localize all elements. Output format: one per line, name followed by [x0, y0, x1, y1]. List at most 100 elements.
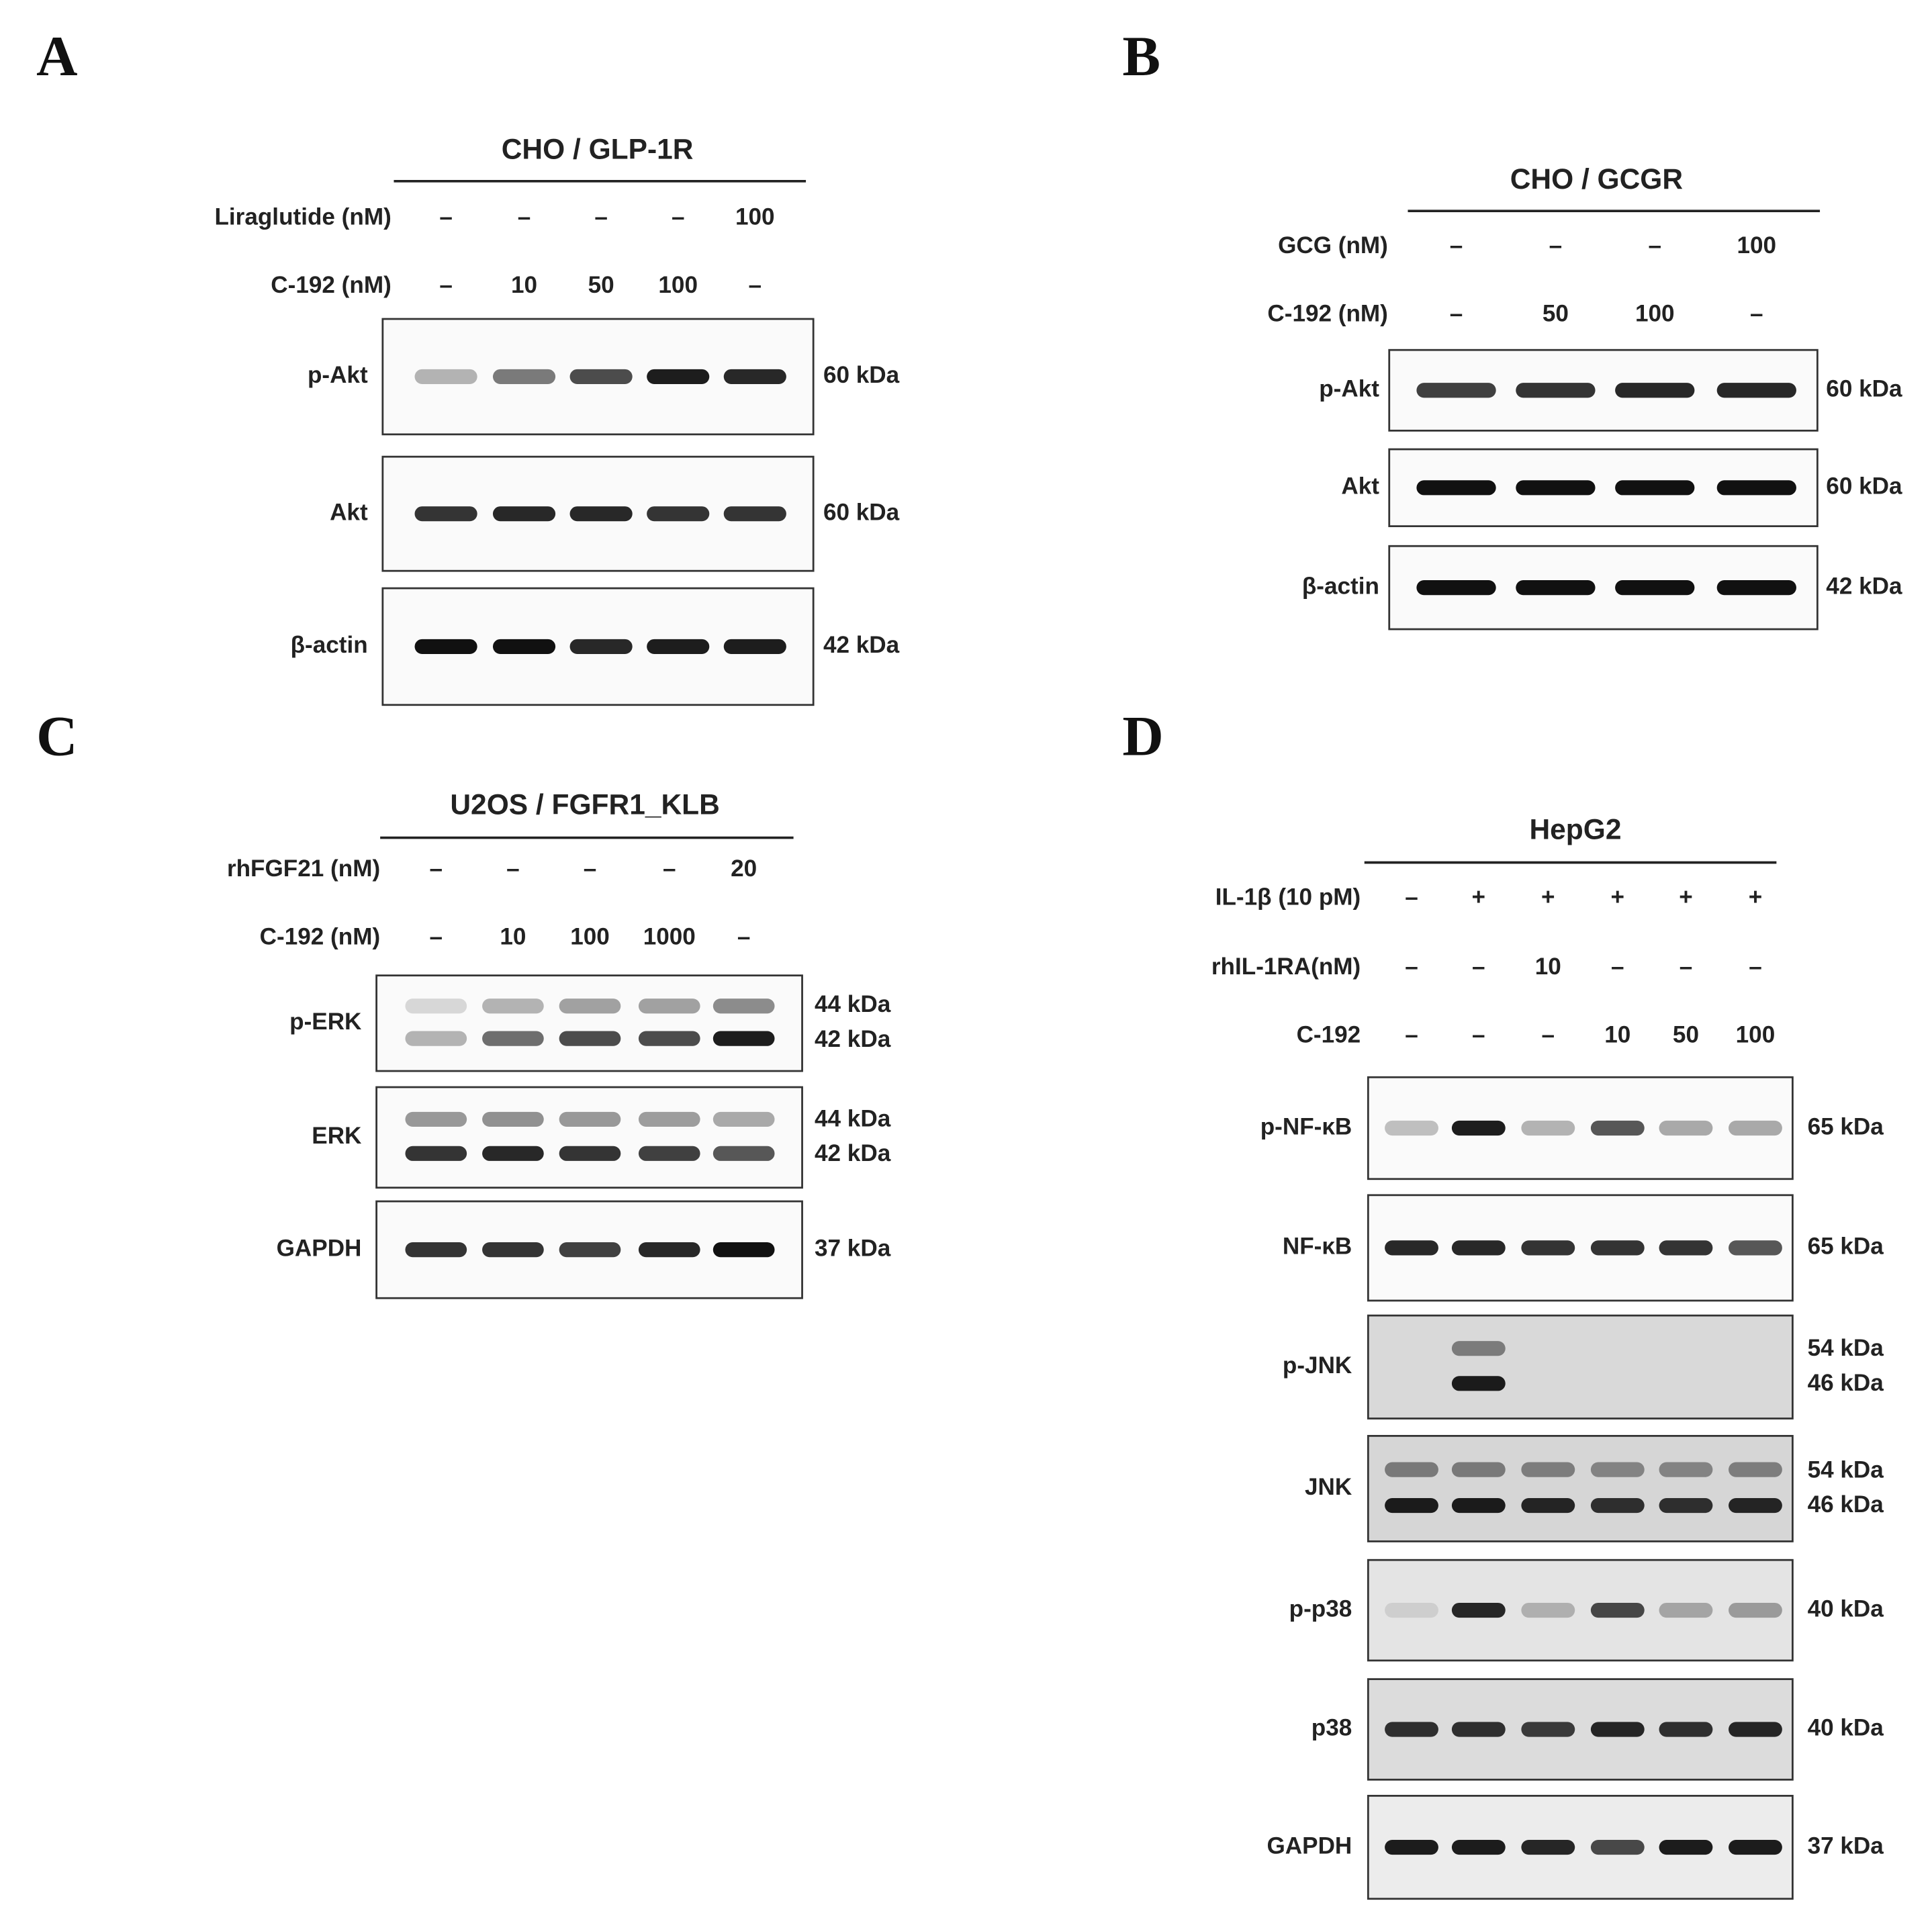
condition-value: –: [1749, 954, 1762, 980]
band: [1451, 1120, 1506, 1136]
size-label: 46 kDa: [1808, 1370, 1884, 1396]
condition-value: 100: [1737, 232, 1777, 259]
band: [1521, 1497, 1575, 1514]
band: [569, 639, 633, 655]
band: [1590, 1240, 1645, 1256]
condition-value: –: [1405, 1022, 1418, 1048]
condition-value: 20: [731, 855, 757, 882]
band: [1416, 480, 1496, 496]
size-label: 44 kDa: [815, 991, 891, 1017]
band: [1659, 1240, 1713, 1256]
condition-value: 100: [735, 204, 775, 230]
size-label: 65 kDa: [1808, 1113, 1884, 1140]
size-label: 42 kDa: [823, 632, 900, 658]
condition-value: –: [430, 924, 443, 950]
band: [1615, 480, 1695, 496]
band: [569, 369, 633, 385]
condition-value: –: [1549, 232, 1563, 259]
panel-title: CHO / GCGR: [1510, 164, 1683, 195]
band: [647, 506, 710, 522]
blot-label: β-actin: [291, 632, 368, 658]
band: [1521, 1839, 1575, 1855]
panel-title: HepG2: [1529, 815, 1621, 846]
condition-value: 50: [588, 272, 614, 298]
band: [1716, 383, 1796, 398]
condition-value: 100: [1736, 1022, 1776, 1048]
band: [1385, 1497, 1438, 1514]
condition-label: rhIL-1RA(nM): [1211, 954, 1361, 980]
band: [1385, 1602, 1438, 1618]
band: [712, 1242, 775, 1258]
panel-letter: A: [36, 25, 77, 88]
band: [1729, 1722, 1782, 1737]
band: [647, 639, 710, 655]
band: [405, 1031, 467, 1046]
condition-value: –: [663, 855, 676, 882]
blot-frame: [375, 974, 803, 1072]
band: [414, 639, 477, 655]
band: [559, 1146, 621, 1161]
condition-value: –: [1405, 954, 1418, 980]
condition-value: –: [672, 204, 685, 230]
condition-value: 10: [1535, 954, 1561, 980]
blot-label: ERK: [312, 1123, 362, 1149]
band: [1385, 1240, 1438, 1256]
band: [712, 998, 775, 1014]
band: [1729, 1497, 1782, 1514]
band: [492, 369, 556, 385]
blot-label: p-Akt: [1319, 376, 1379, 402]
band: [1451, 1497, 1506, 1514]
size-label: 42 kDa: [815, 1140, 891, 1166]
band: [414, 369, 477, 385]
condition-value: 100: [658, 272, 698, 298]
blot-label: β-actin: [1302, 573, 1379, 599]
band: [1590, 1839, 1645, 1855]
band: [1416, 580, 1496, 596]
band: [1659, 1497, 1713, 1514]
band: [1729, 1602, 1782, 1618]
condition-value: –: [1450, 232, 1463, 259]
blot-label: p-NF-κB: [1260, 1113, 1352, 1140]
band: [1615, 580, 1695, 596]
size-label: 42 kDa: [1826, 573, 1902, 599]
band: [1451, 1240, 1506, 1256]
blot-label: p-ERK: [289, 1009, 362, 1035]
condition-value: 10: [511, 272, 537, 298]
band: [1729, 1120, 1782, 1136]
band: [482, 1146, 544, 1161]
size-label: 40 kDa: [1808, 1715, 1884, 1741]
band: [1659, 1462, 1713, 1477]
blot-label: p-JNK: [1283, 1352, 1352, 1379]
condition-label: C-192 (nM): [271, 272, 391, 298]
condition-value: –: [749, 272, 762, 298]
size-label: 37 kDa: [1808, 1832, 1884, 1859]
blot-frame: [1367, 1678, 1794, 1781]
condition-value: –: [1472, 1022, 1485, 1048]
band: [1385, 1722, 1438, 1737]
size-label: 46 kDa: [1808, 1491, 1884, 1518]
condition-value: –: [1472, 954, 1485, 980]
condition-value: +: [1749, 884, 1763, 910]
band: [405, 998, 467, 1014]
band: [647, 369, 710, 385]
size-label: 60 kDa: [823, 362, 900, 388]
condition-value: –: [1405, 884, 1418, 910]
band: [492, 639, 556, 655]
band: [1521, 1722, 1575, 1737]
band: [638, 1111, 700, 1127]
blot-frame: [1367, 1194, 1794, 1302]
band: [559, 1242, 621, 1258]
size-label: 42 kDa: [815, 1026, 891, 1052]
band: [1521, 1602, 1575, 1618]
band: [1659, 1722, 1713, 1737]
condition-value: –: [1542, 1022, 1555, 1048]
band: [1659, 1120, 1713, 1136]
panel-letter: B: [1122, 25, 1160, 88]
condition-label: IL-1β (10 pM): [1215, 884, 1361, 910]
condition-value: +: [1472, 884, 1486, 910]
band: [1590, 1497, 1645, 1514]
condition-value: –: [1680, 954, 1693, 980]
panel-letter: D: [1122, 705, 1163, 768]
band: [405, 1242, 467, 1258]
band: [1516, 580, 1596, 596]
